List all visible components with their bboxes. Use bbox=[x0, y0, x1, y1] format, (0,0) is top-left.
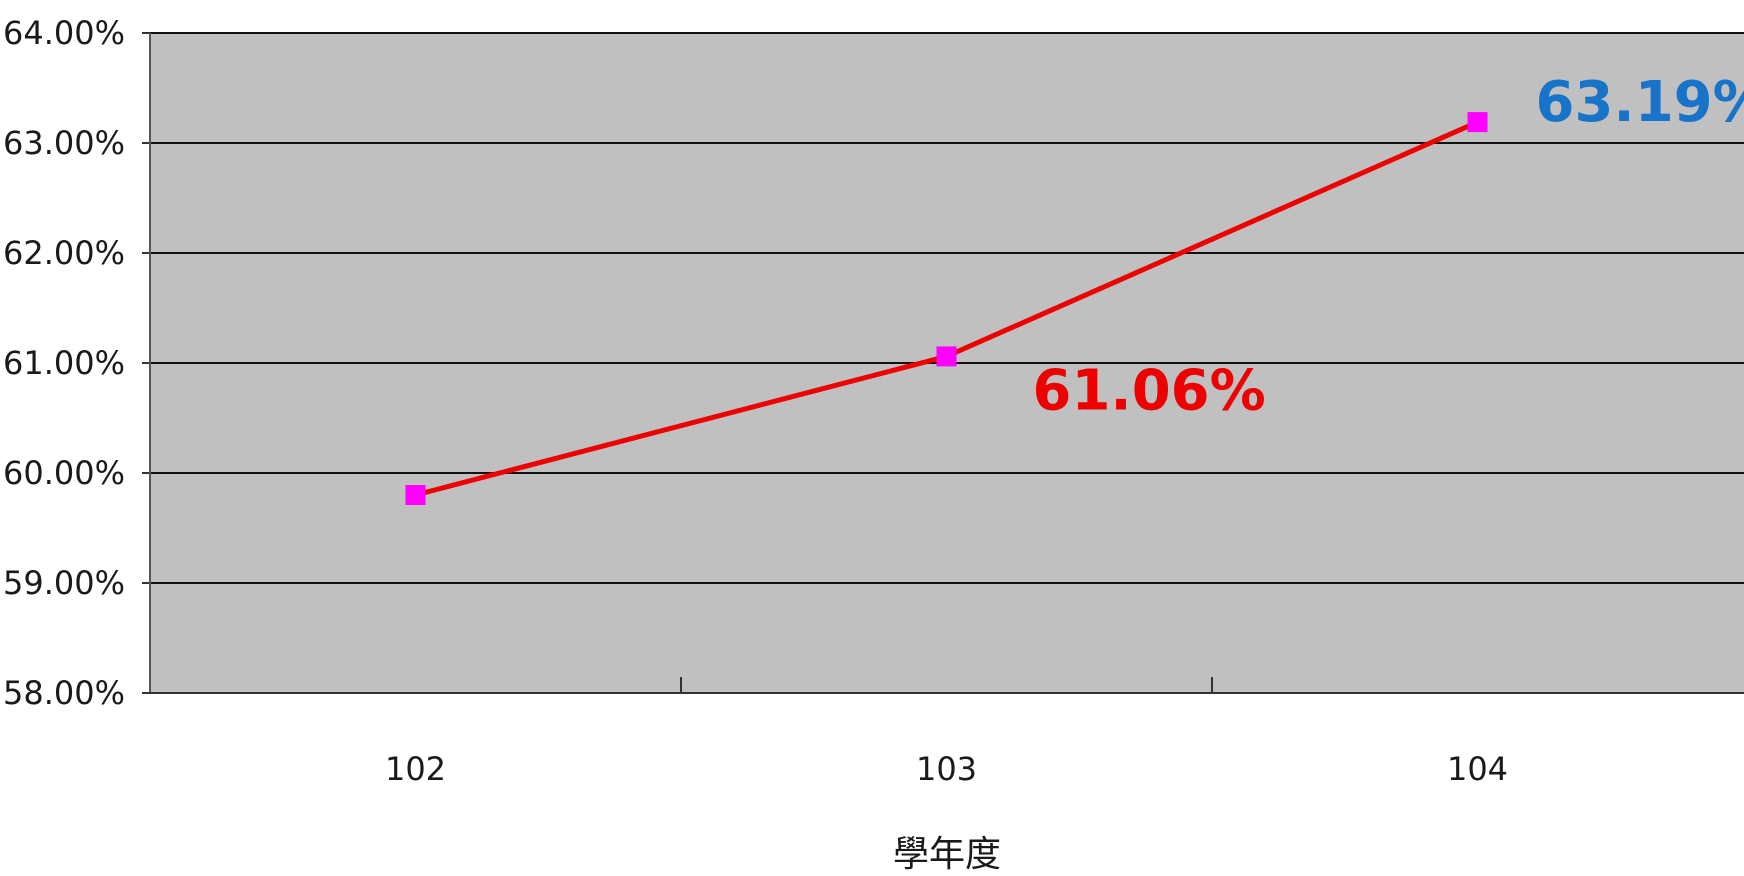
data-point-marker bbox=[405, 485, 426, 505]
data-point-marker bbox=[1467, 112, 1488, 133]
series bbox=[405, 112, 1488, 505]
x-tick-label: 104 bbox=[1447, 750, 1508, 788]
data-labels: 61.06% 63.19% bbox=[1033, 70, 1744, 423]
data-point-marker bbox=[936, 346, 957, 367]
axes bbox=[142, 32, 1744, 694]
y-tick-label: 60.00% bbox=[3, 454, 125, 492]
x-axis-title: 學年度 bbox=[893, 834, 1001, 875]
x-tick-label: 103 bbox=[916, 750, 977, 788]
data-label: 63.19% bbox=[1536, 70, 1744, 135]
y-tick-labels: 58.00% 59.00% 60.00% 61.00% 62.00% 63.00% 64.0… bbox=[3, 14, 125, 712]
x-tick-label: 102 bbox=[385, 750, 446, 788]
data-label: 61.06% bbox=[1033, 358, 1266, 423]
y-tick-label: 64.00% bbox=[3, 14, 125, 52]
y-tick-label: 58.00% bbox=[3, 674, 125, 712]
y-tick-label: 63.00% bbox=[3, 124, 125, 162]
x-tick-labels: 102 103 104 bbox=[385, 750, 1508, 788]
y-tick-label: 59.00% bbox=[3, 564, 125, 602]
y-tick-label: 61.00% bbox=[3, 344, 125, 382]
y-tick-label: 62.00% bbox=[3, 234, 125, 272]
